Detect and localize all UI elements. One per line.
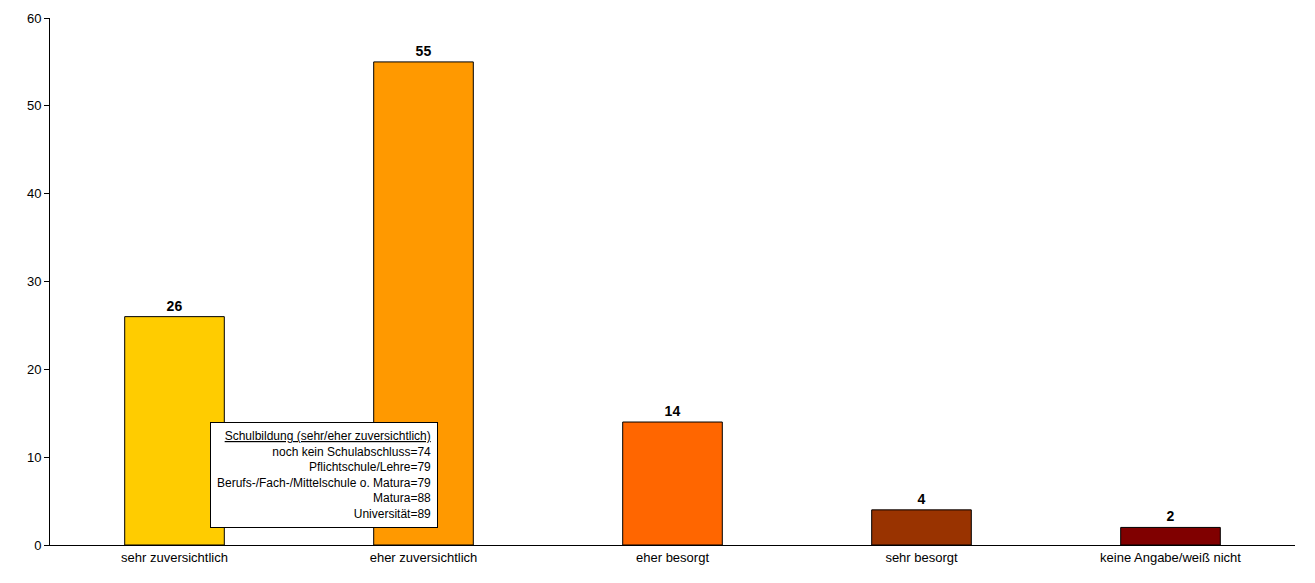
svg-text:4: 4: [918, 491, 926, 507]
svg-text:2: 2: [1167, 508, 1175, 524]
svg-text:55: 55: [416, 43, 432, 59]
svg-text:eher zuversichtlich: eher zuversichtlich: [370, 550, 478, 565]
svg-text:0: 0: [34, 538, 41, 553]
svg-text:60: 60: [27, 11, 41, 26]
svg-text:eher besorgt: eher besorgt: [636, 550, 709, 565]
svg-text:sehr besorgt: sehr besorgt: [885, 550, 958, 565]
svg-text:sehr zuversichtlich: sehr zuversichtlich: [121, 550, 228, 565]
svg-text:50: 50: [27, 98, 41, 113]
svg-text:10: 10: [27, 450, 41, 465]
svg-text:Schulbildung (sehr/eher zuvers: Schulbildung (sehr/eher zuversichtlich)n…: [217, 429, 431, 521]
svg-text:20: 20: [27, 362, 41, 377]
svg-text:keine Angabe/weiß nicht: keine Angabe/weiß nicht: [1100, 550, 1241, 565]
svg-text:14: 14: [665, 403, 681, 419]
svg-text:30: 30: [27, 274, 41, 289]
svg-text:26: 26: [167, 298, 183, 314]
svg-text:40: 40: [27, 186, 41, 201]
